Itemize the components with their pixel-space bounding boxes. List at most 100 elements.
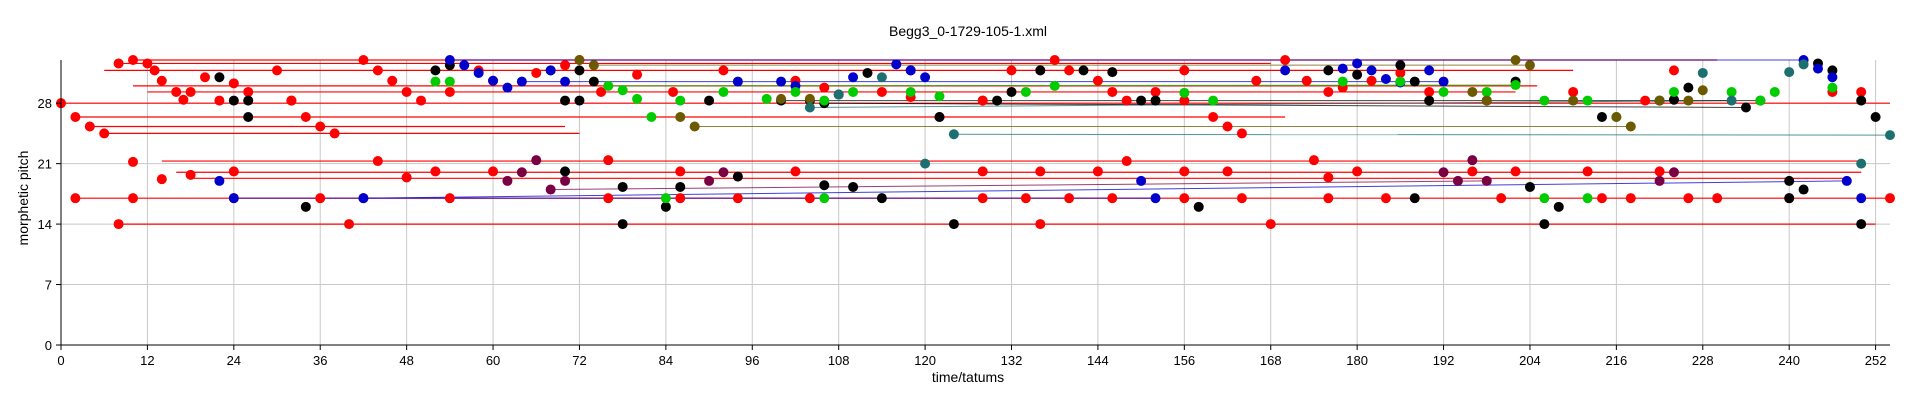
- data-point: [1035, 166, 1046, 177]
- data-point: [185, 86, 196, 97]
- data-point: [1467, 155, 1478, 166]
- data-point: [718, 86, 729, 97]
- data-point: [819, 180, 830, 191]
- x-tick-label: 120: [914, 353, 936, 368]
- data-point: [905, 86, 916, 97]
- data-point: [430, 166, 441, 177]
- data-point: [329, 128, 340, 139]
- data-point: [588, 76, 599, 87]
- y-tick-label: 0: [45, 338, 52, 353]
- x-tick-label: 0: [57, 353, 64, 368]
- data-point: [1712, 193, 1723, 204]
- x-tick-label: 84: [659, 353, 673, 368]
- connection-line: [608, 84, 1516, 87]
- data-point: [1539, 193, 1550, 204]
- data-point: [1366, 75, 1377, 86]
- data-point: [948, 129, 959, 140]
- data-point: [603, 80, 614, 91]
- data-point: [358, 193, 369, 204]
- data-point: [1870, 112, 1881, 122]
- data-point: [1784, 175, 1795, 186]
- data-point: [70, 193, 81, 204]
- data-point: [1409, 76, 1420, 87]
- data-point: [1222, 166, 1233, 177]
- data-point: [1668, 94, 1679, 105]
- data-point: [862, 67, 873, 78]
- y-axis-label: morphetic pitch: [15, 151, 31, 246]
- data-point: [401, 86, 412, 97]
- data-point: [387, 75, 398, 86]
- data-point: [1885, 193, 1895, 204]
- data-point: [1510, 80, 1521, 91]
- data-point: [1150, 193, 1161, 204]
- data-point: [344, 219, 355, 230]
- data-point: [1424, 65, 1435, 76]
- data-point: [228, 95, 239, 106]
- data-point: [905, 65, 916, 76]
- data-point: [214, 72, 225, 83]
- data-point: [1107, 86, 1118, 97]
- data-point: [128, 193, 139, 204]
- data-point: [1179, 87, 1190, 98]
- data-point: [617, 181, 628, 192]
- data-point: [1049, 80, 1060, 91]
- data-point: [113, 58, 124, 69]
- data-point: [1856, 86, 1867, 97]
- data-point: [1582, 166, 1593, 177]
- data-point: [1352, 69, 1363, 80]
- data-point: [1092, 75, 1103, 86]
- data-point: [1222, 121, 1233, 132]
- x-tick-label: 96: [745, 353, 759, 368]
- connection-line: [953, 133, 1891, 136]
- data-point: [1280, 65, 1291, 76]
- data-point: [617, 219, 628, 230]
- data-point: [603, 193, 614, 204]
- data-point: [1150, 95, 1161, 106]
- data-point: [1596, 112, 1607, 122]
- x-tick-label: 36: [313, 353, 327, 368]
- data-point: [473, 67, 484, 78]
- data-point: [1683, 82, 1694, 93]
- data-point: [660, 201, 671, 212]
- data-point: [819, 82, 830, 93]
- data-point: [1812, 63, 1823, 74]
- data-point: [1481, 175, 1492, 186]
- data-point: [286, 95, 297, 106]
- data-point: [804, 193, 815, 204]
- data-point: [1049, 55, 1060, 65]
- x-tick-label: 204: [1519, 353, 1541, 368]
- data-point: [1726, 86, 1737, 97]
- data-point: [315, 121, 326, 132]
- data-point: [1697, 85, 1708, 96]
- data-point: [596, 86, 607, 97]
- data-point: [300, 112, 311, 122]
- data-point: [1625, 121, 1636, 132]
- data-point: [1380, 193, 1391, 204]
- data-point: [430, 76, 441, 87]
- connection-line: [550, 180, 1487, 191]
- data-point: [560, 60, 571, 71]
- data-point: [1582, 95, 1593, 106]
- y-tick-label: 28: [38, 96, 52, 111]
- data-point: [1668, 86, 1679, 97]
- data-point: [243, 86, 254, 97]
- data-point: [1265, 219, 1276, 230]
- x-axis-label: time/tatums: [932, 369, 1004, 385]
- data-point: [1020, 86, 1031, 97]
- y-tick-label: 7: [45, 278, 52, 293]
- data-point: [516, 76, 527, 87]
- data-point: [1784, 67, 1795, 78]
- data-point: [732, 193, 743, 204]
- background-line-layer: [61, 59, 1890, 225]
- data-point: [718, 167, 729, 178]
- data-point: [1006, 86, 1017, 97]
- data-point: [1020, 193, 1031, 204]
- data-point: [977, 95, 988, 106]
- data-point: [1078, 65, 1089, 76]
- data-point: [560, 175, 571, 186]
- data-point: [416, 95, 427, 106]
- data-point: [1136, 95, 1147, 106]
- data-point: [488, 166, 499, 177]
- data-point: [1323, 65, 1334, 76]
- data-point: [1179, 95, 1190, 106]
